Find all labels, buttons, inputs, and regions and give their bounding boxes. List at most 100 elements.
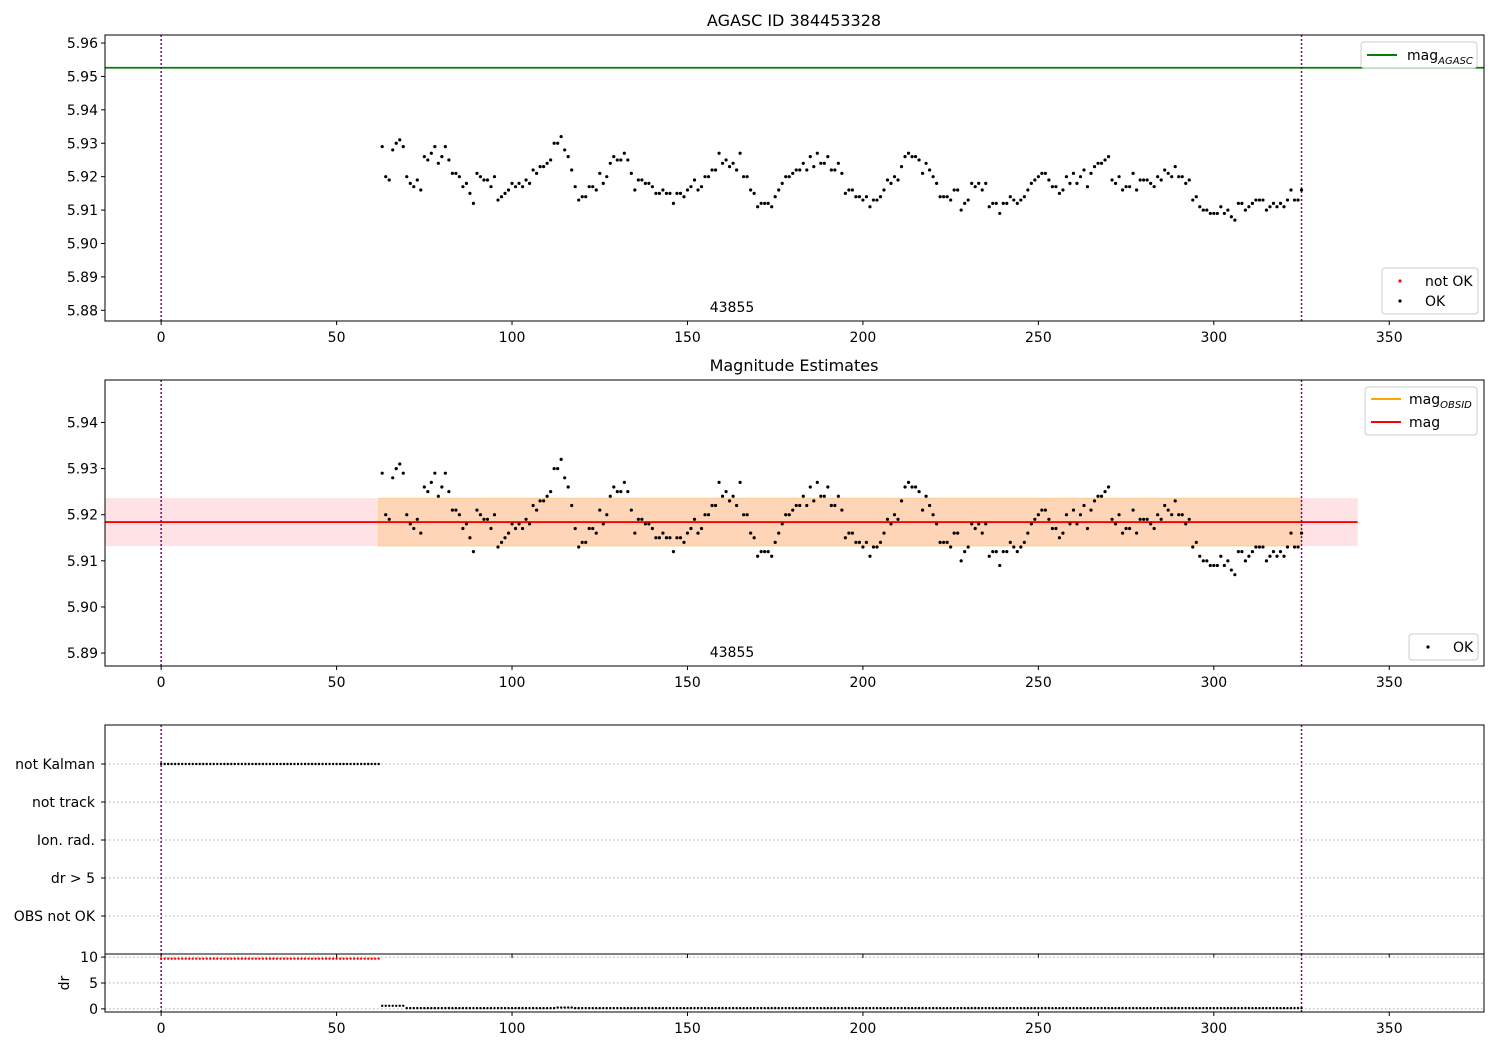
agasc-ok-point (619, 158, 623, 162)
agasc-ok-point (777, 188, 781, 192)
estimates-xtick-label: 50 (328, 675, 346, 691)
agasc-ok-point (447, 158, 451, 162)
dr-ok-point (830, 1006, 833, 1010)
agasc-ok-point (885, 178, 890, 182)
dr-ok-point (507, 1006, 510, 1010)
agasc-ok-point (412, 185, 416, 189)
agasc-ok-point (913, 155, 918, 159)
flag-not-kalman-point (195, 762, 198, 766)
estimates-ok-point (850, 531, 854, 535)
dr-ok-point (517, 1006, 521, 1010)
dr-panel-frame (104, 953, 1485, 1013)
flag-not-kalman-point (272, 762, 275, 766)
agasc-ok-point (387, 178, 391, 182)
dr-ok-point (402, 1004, 405, 1007)
agasc-ok-point (998, 211, 1002, 216)
dr-not-ok-point (317, 957, 321, 960)
estimates-ok-point (1292, 545, 1297, 549)
dr-not-ok-point (293, 957, 296, 960)
agasc-xtick-label: 0 (157, 330, 166, 346)
estimates-ok-point (927, 503, 932, 508)
dr-ok-point (1005, 1006, 1008, 1010)
estimates-ok-point (629, 508, 633, 512)
estimates-ok-point (696, 531, 700, 535)
estimates-ok-point (913, 485, 918, 489)
flag-not-kalman-point (335, 762, 338, 766)
agasc-ok-point (573, 185, 577, 189)
estimates-ok-point (920, 508, 925, 512)
dr-not-ok-point (163, 957, 166, 960)
dr-not-ok-point (303, 957, 307, 960)
agasc-ok-point (405, 175, 409, 179)
agasc-ok-point (559, 134, 563, 139)
agasc-ok-point (1131, 171, 1135, 175)
dr-ok-point (672, 1006, 675, 1010)
dr-ok-point (696, 1006, 700, 1010)
estimates-ok-point (1212, 563, 1216, 568)
dr-ok-point (991, 1006, 994, 1010)
agasc-ok-point (692, 178, 697, 182)
agasc-ok-point (1033, 178, 1037, 182)
dr-ok-point (1286, 1006, 1289, 1010)
estimates-ok-point (584, 540, 588, 544)
dr-xtick-label: 200 (850, 1021, 877, 1037)
estimates-ok-point (668, 536, 672, 540)
estimates-ok-point (1008, 540, 1012, 544)
dr-ok-point (795, 1006, 798, 1010)
dr-ok-point (433, 1006, 437, 1010)
dr-not-ok-point (240, 957, 244, 960)
dr-ok-point (1100, 1006, 1103, 1010)
agasc-ok-point (1152, 185, 1156, 189)
flag-not-kalman-point (310, 762, 314, 766)
estimates-ok-point (678, 536, 683, 540)
dr-ok-point (1002, 1006, 1005, 1010)
estimates-ok-point (633, 531, 637, 535)
agasc-ok-point (380, 144, 384, 149)
dr-ok-point (812, 1006, 815, 1010)
agasc-ok-point (784, 175, 788, 179)
estimates-ok-point (780, 522, 784, 526)
dr-not-ok-point (321, 957, 324, 960)
dr-ok-point (619, 1006, 623, 1010)
dr-ok-point (409, 1006, 412, 1010)
dr-not-ok-point (356, 957, 359, 960)
agasc-ok-point (798, 168, 802, 172)
dr-ok-point (910, 1006, 914, 1010)
estimates-ok-point (661, 531, 665, 535)
estimates-ok-point (615, 490, 619, 494)
agasc-ok-point (1208, 211, 1212, 216)
estimates-ok-point (1173, 499, 1177, 503)
agasc-ok-point (1159, 178, 1163, 182)
estimates-ok-point (1068, 522, 1072, 526)
dr-ok-point (588, 1006, 591, 1010)
estimates-ok-point (812, 499, 816, 503)
estimates-ok-point (1236, 550, 1240, 554)
estimates-ok-point (724, 490, 728, 494)
agasc-ok-point (717, 151, 721, 155)
agasc-ok-point (457, 175, 461, 179)
agasc-ok-point (643, 181, 647, 185)
estimates-ok-point (1226, 559, 1230, 563)
estimates-ok-point (973, 526, 977, 531)
estimates-xtick-label: 0 (157, 675, 166, 691)
dr-ok-point (809, 1006, 812, 1010)
estimates-ok-point (984, 522, 988, 526)
agasc-ok-point (510, 181, 514, 185)
agasc-ytick-label: 5.96 (67, 36, 98, 52)
estimates-panel-frame (104, 379, 1485, 667)
estimates-ok-point (605, 513, 609, 517)
agasc-ok-point (963, 201, 967, 205)
estimates-ok-point (468, 536, 472, 540)
dr-ok-point (766, 1006, 770, 1010)
dr-ok-point (398, 1004, 401, 1007)
estimates-ok-point (980, 531, 984, 535)
agasc-ok-point (1005, 201, 1009, 205)
dr-ok-point (1300, 1006, 1303, 1010)
agasc-ok-point (850, 188, 854, 192)
estimates-ok-point (1170, 513, 1174, 517)
agasc-ok-point (1212, 211, 1216, 216)
agasc-ok-point (1268, 205, 1272, 209)
estimates-ok-point (1124, 526, 1128, 531)
dr-ok-point (1142, 1006, 1145, 1010)
dr-ok-point (430, 1006, 433, 1010)
